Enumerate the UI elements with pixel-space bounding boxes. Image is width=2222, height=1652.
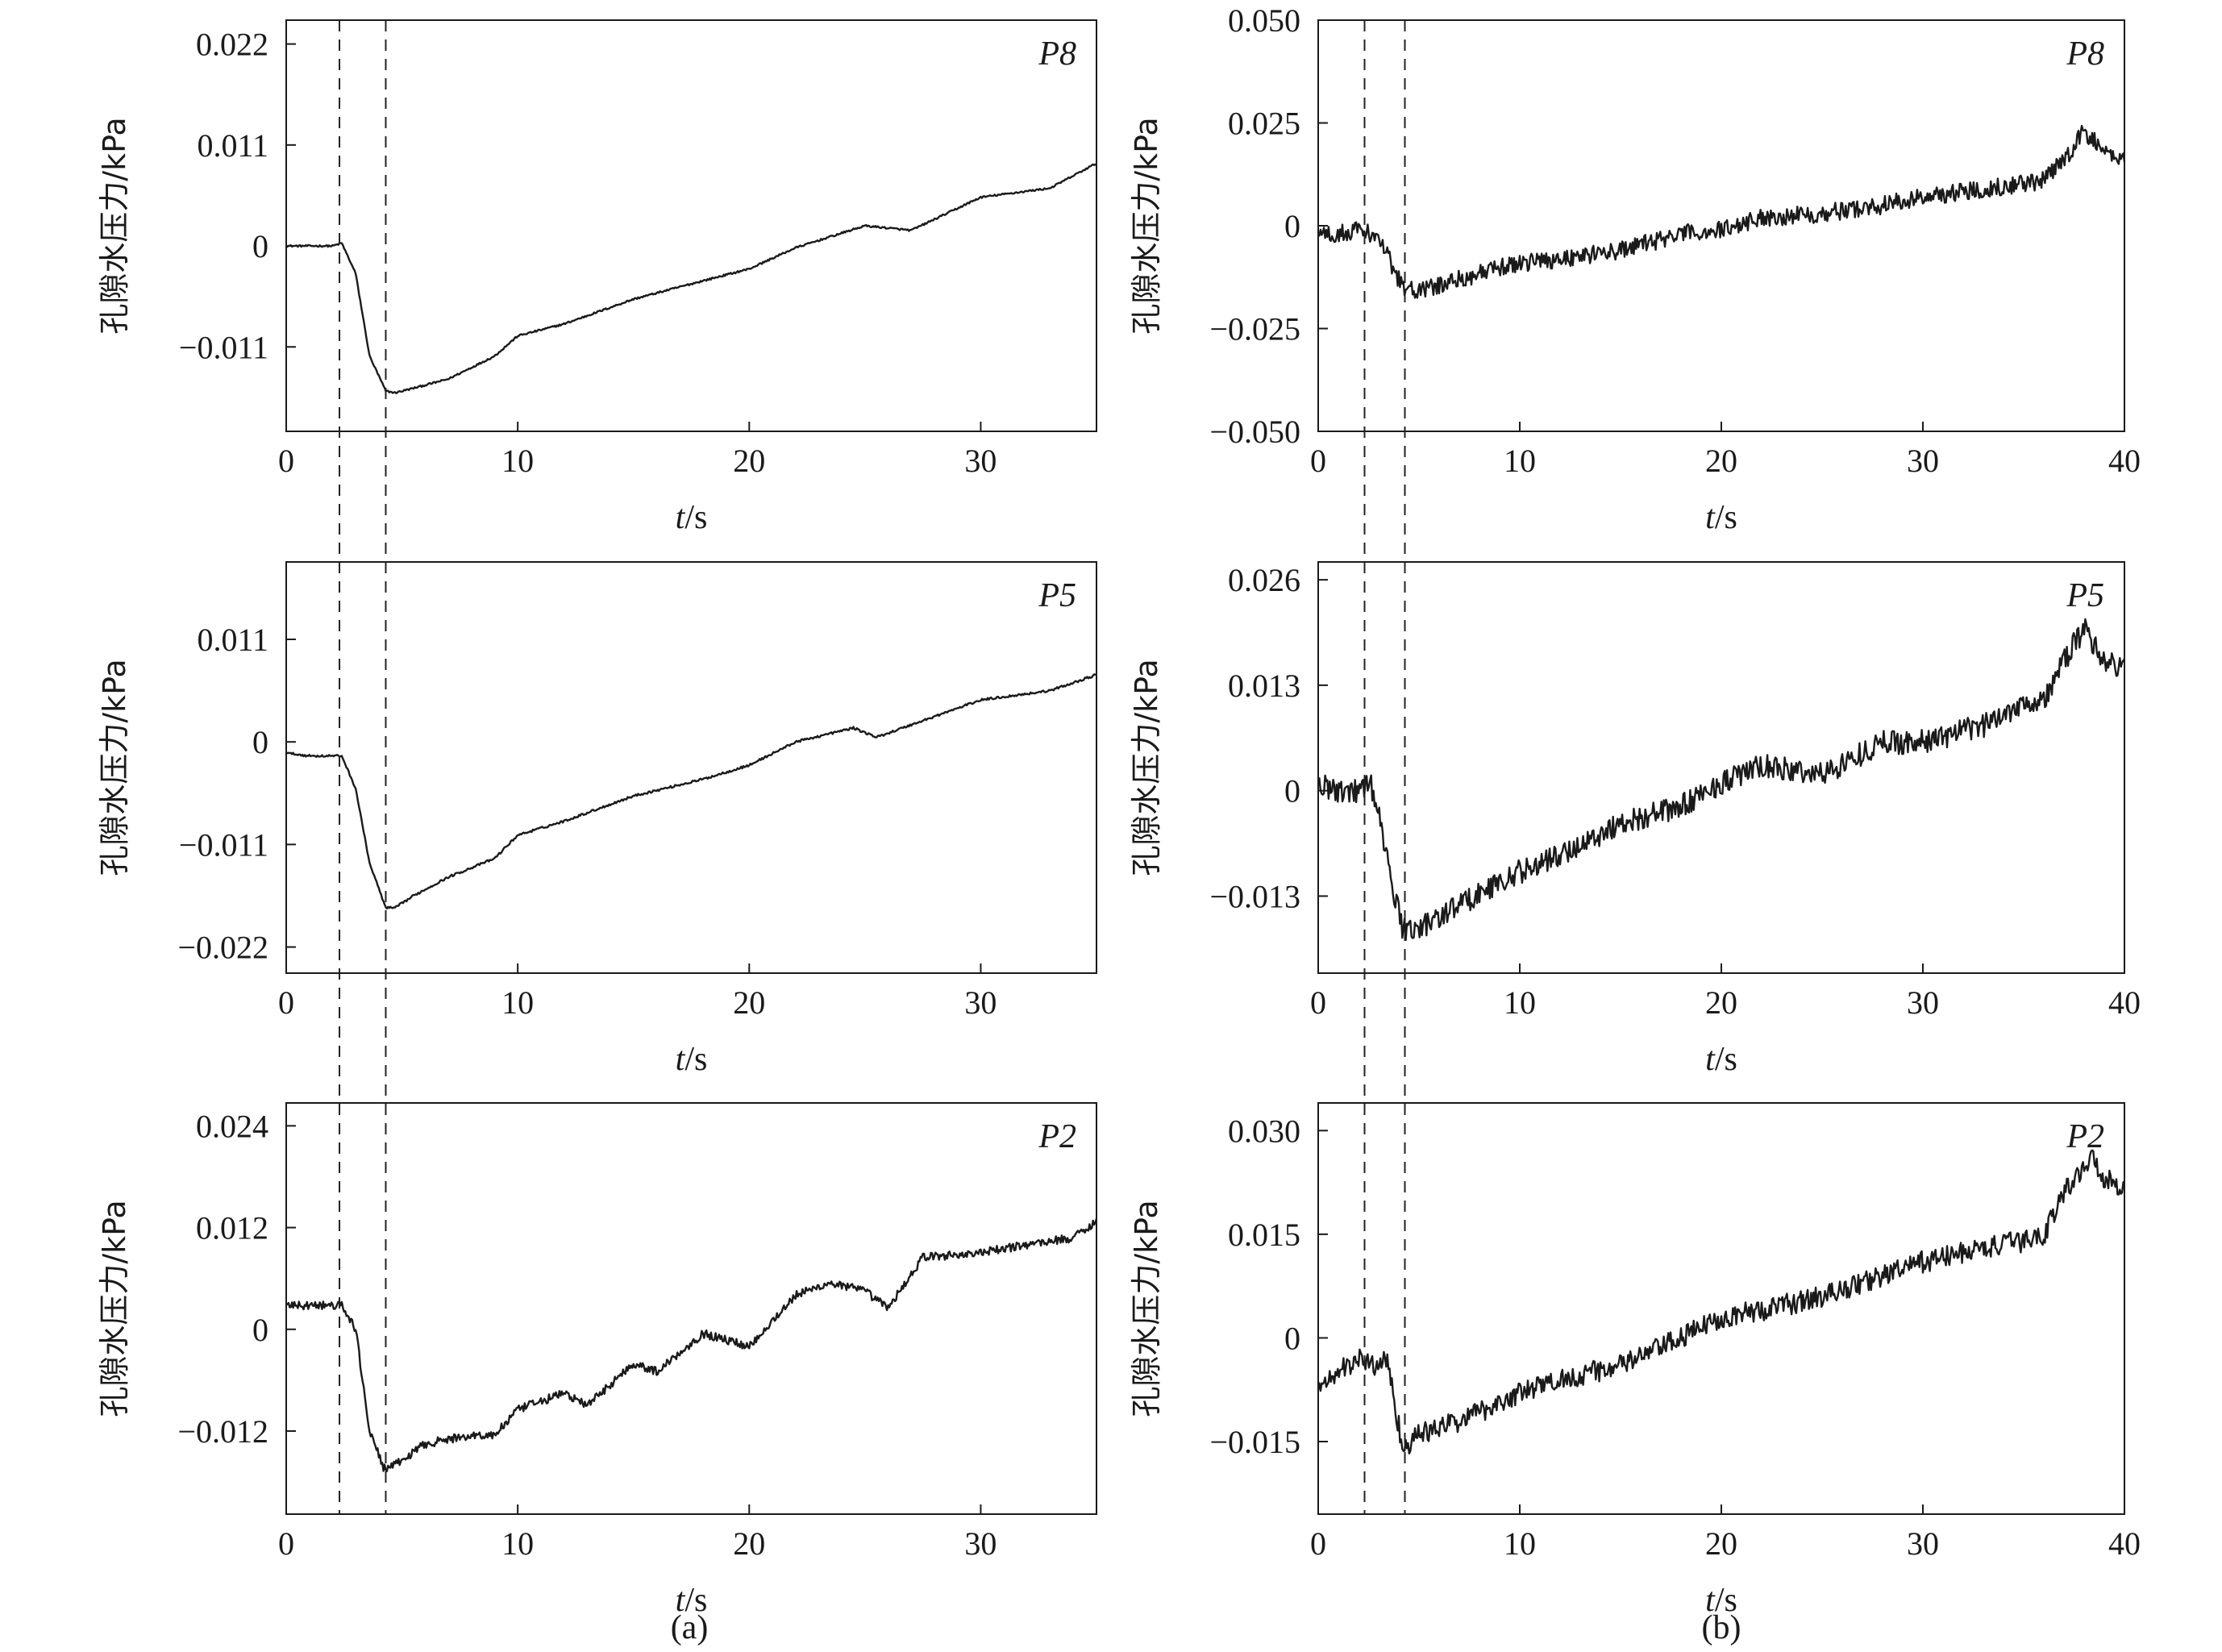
plot-frame bbox=[1317, 561, 2125, 974]
x-tick-label: 0 bbox=[1310, 984, 1326, 1021]
y-tick-label: −0.022 bbox=[177, 930, 268, 966]
caption-a: (a) bbox=[671, 1609, 709, 1646]
y-tick-label: 0.013 bbox=[1228, 668, 1300, 704]
chart-a-p5: 0 10 20 30 0.011 0 −0.011 −0.022 t/s 孔隙水压力/kPa P5 bbox=[97, 561, 1097, 1078]
x-tick-label: 30 bbox=[964, 1525, 997, 1562]
x-tick-label: 30 bbox=[1907, 443, 1939, 479]
series-line bbox=[1317, 1149, 2126, 1454]
chart-a-p8: 0 10 20 30 0.022 0.011 0 −0.011 t/s 孔隙水压力/kPa P8 bbox=[97, 19, 1097, 536]
x-axis-label: t/s bbox=[676, 1582, 708, 1619]
x-tick-label: 20 bbox=[1705, 1525, 1737, 1562]
series-line bbox=[285, 673, 1097, 909]
chart-b-p5: 0 10 20 30 40 0.026 0.013 0 −0.013 t/s 孔隙水压力/kPa P5 bbox=[1129, 561, 2141, 1078]
y-axis-label: 孔隙水压力/kPa bbox=[97, 117, 132, 334]
chart-b-p2: 0 10 20 30 40 0.030 0.015 0 −0.015 t/s 孔隙水压力/kPa P2 bbox=[1129, 1102, 2141, 1619]
y-tick-label: 0.030 bbox=[1228, 1113, 1300, 1149]
x-tick-label: 40 bbox=[2108, 984, 2141, 1021]
plots-layer: 0 10 20 30 0.022 0.011 0 −0.011 t/s 孔隙水压力/kPa P8 0 1… bbox=[97, 2, 2141, 1619]
y-axis-label: 孔隙水压力/kPa bbox=[97, 1200, 132, 1417]
x-tick-label: 10 bbox=[501, 1525, 534, 1562]
x-tick-label: 0 bbox=[278, 984, 294, 1021]
y-tick-label: 0.026 bbox=[1228, 562, 1300, 598]
y-axis-label: 孔隙水压力/kPa bbox=[1129, 659, 1164, 876]
time-markers-layer bbox=[339, 20, 1406, 1514]
y-tick-label: −0.013 bbox=[1209, 878, 1300, 914]
x-axis-label: t/s bbox=[1705, 1041, 1737, 1078]
x-tick-label: 30 bbox=[964, 984, 997, 1021]
x-tick-label: 40 bbox=[2108, 1525, 2141, 1562]
y-tick-label: −0.011 bbox=[179, 826, 268, 863]
y-tick-label: 0 bbox=[252, 228, 268, 264]
x-tick-label: 0 bbox=[278, 443, 294, 479]
x-tick-label: 40 bbox=[2108, 443, 2141, 479]
sensor-tag: P5 bbox=[2066, 577, 2104, 614]
y-tick-label: 0.050 bbox=[1228, 2, 1300, 39]
sensor-tag: P8 bbox=[2066, 35, 2104, 73]
y-tick-label: 0.024 bbox=[196, 1108, 268, 1144]
x-tick-label: 0 bbox=[1310, 1525, 1326, 1562]
x-tick-label: 0 bbox=[278, 1525, 294, 1562]
x-tick-label: 20 bbox=[733, 1525, 765, 1562]
y-axis-label: 孔隙水压力/kPa bbox=[1129, 1200, 1164, 1417]
chart-b-p8: 0 10 20 30 40 0.050 0.025 0 −0.025 −0.050 t/s 孔隙水压力… bbox=[1129, 2, 2141, 536]
x-axis-label: t/s bbox=[1705, 1582, 1737, 1619]
y-tick-label: 0 bbox=[252, 1312, 268, 1348]
series-line bbox=[285, 1218, 1098, 1472]
y-tick-label: 0 bbox=[1284, 1320, 1300, 1356]
y-tick-label: −0.050 bbox=[1209, 414, 1300, 450]
y-tick-label: 0.025 bbox=[1228, 106, 1300, 142]
x-tick-label: 10 bbox=[501, 443, 534, 479]
x-tick-label: 30 bbox=[964, 443, 997, 479]
x-axis-label: t/s bbox=[676, 1041, 708, 1078]
x-tick-label: 0 bbox=[1310, 443, 1326, 479]
x-tick-label: 20 bbox=[1705, 984, 1737, 1021]
x-tick-label: 10 bbox=[1504, 443, 1536, 479]
series-line bbox=[1317, 618, 2125, 942]
x-tick-label: 30 bbox=[1907, 1525, 1939, 1562]
sensor-tag: P2 bbox=[2066, 1118, 2104, 1155]
x-tick-label: 30 bbox=[1907, 984, 1939, 1021]
plot-frame bbox=[285, 1102, 1097, 1515]
x-tick-label: 20 bbox=[1705, 443, 1737, 479]
x-axis-label: t/s bbox=[676, 499, 708, 536]
plot-frame bbox=[1317, 1102, 2125, 1515]
series-line bbox=[286, 163, 1097, 394]
plot-frame bbox=[285, 561, 1097, 974]
y-tick-label: 0 bbox=[1284, 773, 1300, 809]
series-line bbox=[1317, 124, 2126, 299]
y-tick-label: −0.025 bbox=[1209, 311, 1300, 347]
y-tick-label: −0.012 bbox=[177, 1413, 268, 1450]
y-tick-label: 0.012 bbox=[196, 1210, 268, 1246]
y-tick-label: 0.011 bbox=[197, 127, 268, 164]
y-axis-label: 孔隙水压力/kPa bbox=[1129, 117, 1164, 334]
chart-a-p2: 0 10 20 30 0.024 0.012 0 −0.012 t/s 孔隙水压力/kPa P2 bbox=[97, 1102, 1098, 1619]
x-tick-label: 10 bbox=[501, 984, 534, 1021]
x-tick-label: 20 bbox=[733, 984, 765, 1021]
sensor-tag: P2 bbox=[1038, 1118, 1076, 1155]
y-tick-label: 0 bbox=[1284, 208, 1300, 244]
x-tick-label: 20 bbox=[733, 443, 765, 479]
y-tick-label: −0.011 bbox=[179, 329, 268, 365]
y-tick-label: −0.015 bbox=[1209, 1424, 1300, 1460]
caption-b: (b) bbox=[1702, 1609, 1741, 1646]
x-axis-label: t/s bbox=[1705, 499, 1737, 536]
x-tick-label: 10 bbox=[1504, 1525, 1536, 1562]
sensor-tag: P8 bbox=[1038, 35, 1076, 73]
y-axis-label: 孔隙水压力/kPa bbox=[97, 659, 132, 876]
y-tick-label: 0.015 bbox=[1228, 1217, 1300, 1253]
sensor-tag: P5 bbox=[1038, 577, 1076, 614]
y-tick-label: 0 bbox=[252, 724, 268, 760]
y-tick-label: 0.011 bbox=[197, 622, 268, 658]
plot-frame bbox=[285, 19, 1097, 432]
y-tick-label: 0.022 bbox=[196, 27, 268, 63]
x-tick-label: 10 bbox=[1504, 984, 1536, 1021]
